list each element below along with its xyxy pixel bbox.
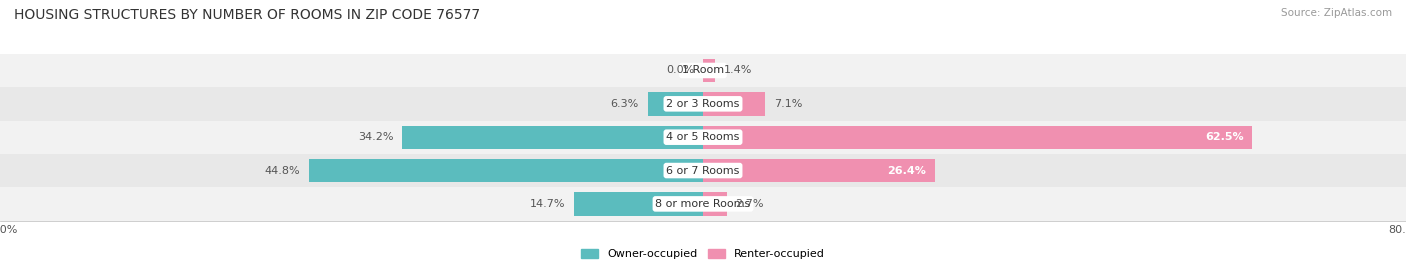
- Text: 6.3%: 6.3%: [610, 99, 638, 109]
- Text: 26.4%: 26.4%: [887, 165, 927, 176]
- Bar: [648, 92, 703, 115]
- Text: 8 or more Rooms: 8 or more Rooms: [655, 199, 751, 209]
- Bar: [0, 187, 1406, 221]
- Text: 7.1%: 7.1%: [775, 99, 803, 109]
- Text: 1 Room: 1 Room: [682, 65, 724, 76]
- Bar: [703, 92, 765, 115]
- Text: 14.7%: 14.7%: [530, 199, 565, 209]
- Text: 0.0%: 0.0%: [666, 65, 695, 76]
- Text: Source: ZipAtlas.com: Source: ZipAtlas.com: [1281, 8, 1392, 18]
- Bar: [0, 154, 1406, 187]
- Bar: [402, 126, 703, 149]
- Text: 44.8%: 44.8%: [264, 165, 301, 176]
- Bar: [0, 54, 1406, 87]
- Bar: [703, 126, 1253, 149]
- Bar: [703, 192, 727, 215]
- Text: 34.2%: 34.2%: [359, 132, 394, 142]
- Bar: [0, 121, 1406, 154]
- Text: 4 or 5 Rooms: 4 or 5 Rooms: [666, 132, 740, 142]
- Text: HOUSING STRUCTURES BY NUMBER OF ROOMS IN ZIP CODE 76577: HOUSING STRUCTURES BY NUMBER OF ROOMS IN…: [14, 8, 481, 22]
- Legend: Owner-occupied, Renter-occupied: Owner-occupied, Renter-occupied: [576, 244, 830, 263]
- Text: 62.5%: 62.5%: [1205, 132, 1243, 142]
- Bar: [574, 192, 703, 215]
- Bar: [703, 159, 935, 182]
- Text: 1.4%: 1.4%: [724, 65, 752, 76]
- Text: 2.7%: 2.7%: [735, 199, 763, 209]
- Bar: [0, 87, 1406, 121]
- Text: 2 or 3 Rooms: 2 or 3 Rooms: [666, 99, 740, 109]
- Bar: [703, 59, 716, 82]
- Bar: [309, 159, 703, 182]
- Text: 6 or 7 Rooms: 6 or 7 Rooms: [666, 165, 740, 176]
